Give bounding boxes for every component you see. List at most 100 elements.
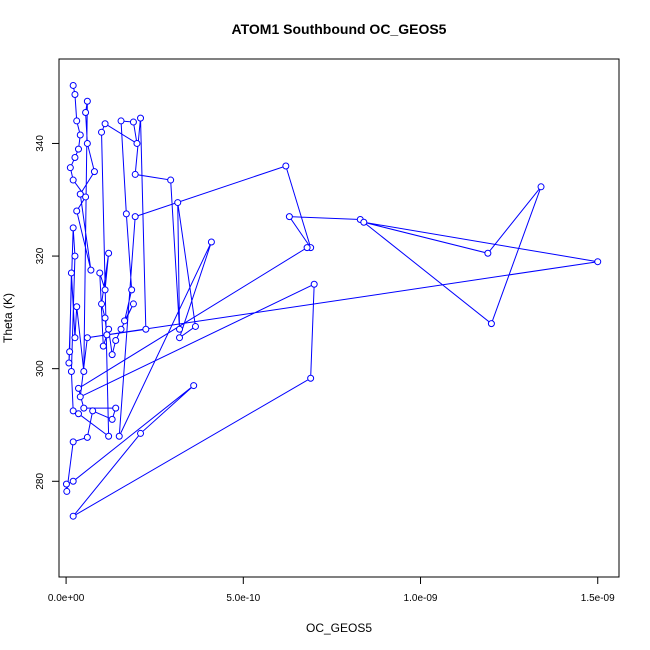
- data-point: [117, 325, 125, 333]
- data-point: [74, 384, 82, 392]
- data-point: [112, 337, 120, 345]
- data-point: [191, 322, 199, 330]
- data-point: [71, 90, 79, 98]
- x-tick-label: 1.5e-09: [581, 593, 615, 604]
- data-point: [62, 480, 70, 488]
- data-point: [101, 314, 109, 322]
- data-point: [83, 433, 91, 441]
- data-point: [174, 199, 182, 207]
- x-tick-label: 5.0e-10: [226, 593, 260, 604]
- data-point: [137, 114, 145, 122]
- data-point: [310, 280, 318, 288]
- data-point: [73, 117, 81, 125]
- data-point: [69, 176, 77, 184]
- data-point: [137, 429, 145, 437]
- data-point: [207, 238, 215, 246]
- x-axis-label: OC_GEOS5: [306, 621, 372, 635]
- x-tick-label: 0.0e+00: [48, 593, 85, 604]
- data-point: [176, 325, 184, 333]
- data-point: [108, 351, 116, 359]
- data-point: [131, 170, 139, 178]
- data-point: [360, 218, 368, 226]
- data-point: [69, 477, 77, 485]
- data-point: [73, 207, 81, 215]
- data-point: [80, 367, 88, 375]
- data-point: [484, 249, 492, 257]
- y-tick-label: 320: [35, 247, 46, 264]
- data-point: [67, 269, 75, 277]
- data-point: [69, 81, 77, 89]
- data-point: [76, 190, 84, 198]
- series-points: [62, 81, 602, 520]
- data-point: [122, 210, 130, 218]
- chart-title: ATOM1 Southbound OC_GEOS5: [232, 21, 447, 37]
- data-point: [76, 131, 84, 139]
- data-point: [73, 303, 81, 311]
- data-point: [69, 512, 77, 520]
- data-point: [74, 145, 82, 153]
- data-point: [105, 432, 113, 440]
- data-point: [82, 193, 90, 201]
- y-axis-label: Theta (K): [1, 293, 15, 343]
- data-point: [105, 249, 113, 257]
- data-point: [594, 258, 602, 266]
- data-point: [190, 382, 198, 390]
- data-point: [76, 393, 84, 401]
- data-point: [87, 266, 95, 274]
- y-tick-label: 280: [35, 473, 46, 490]
- data-point: [83, 139, 91, 147]
- data-point: [67, 367, 75, 375]
- data-point: [101, 120, 109, 128]
- data-point: [128, 286, 136, 294]
- data-point: [66, 164, 74, 172]
- data-point: [117, 117, 125, 125]
- data-point: [63, 487, 71, 495]
- data-point: [115, 432, 123, 440]
- data-point: [167, 176, 175, 184]
- data-point: [131, 213, 139, 221]
- y-tick-label: 340: [35, 135, 46, 152]
- data-point: [98, 128, 106, 136]
- y-axis: 280 300 320 340: [35, 135, 60, 490]
- data-point: [108, 415, 116, 423]
- data-point: [69, 407, 77, 415]
- data-point: [71, 252, 79, 260]
- x-axis: 0.0e+00 5.0e-10 1.0e-09 1.5e-09: [48, 576, 615, 604]
- data-point: [69, 224, 77, 232]
- data-point: [105, 325, 113, 333]
- data-point: [307, 374, 315, 382]
- data-point: [121, 317, 129, 325]
- data-point: [285, 213, 293, 221]
- data-point: [98, 300, 106, 308]
- x-tick-label: 1.0e-09: [404, 593, 438, 604]
- data-point: [71, 334, 79, 342]
- y-tick-label: 300: [35, 360, 46, 377]
- data-point: [82, 108, 90, 116]
- data-point: [83, 97, 91, 105]
- data-point: [112, 404, 120, 412]
- data-point: [80, 404, 88, 412]
- data-point: [129, 118, 137, 126]
- data-point: [65, 359, 73, 367]
- data-point: [90, 168, 98, 176]
- data-point: [537, 183, 545, 191]
- data-point: [176, 334, 184, 342]
- data-point: [282, 162, 290, 170]
- data-point: [133, 139, 141, 147]
- data-point: [101, 286, 109, 294]
- data-point: [99, 342, 107, 350]
- data-point: [83, 334, 91, 342]
- data-point: [66, 348, 74, 356]
- data-point: [96, 269, 104, 277]
- data-point: [103, 331, 111, 339]
- data-point: [487, 320, 495, 328]
- data-point: [69, 438, 77, 446]
- data-point: [142, 325, 150, 333]
- data-point: [89, 407, 97, 415]
- data-point: [303, 244, 311, 252]
- data-point: [71, 154, 79, 162]
- data-point: [129, 300, 137, 308]
- data-point: [74, 410, 82, 418]
